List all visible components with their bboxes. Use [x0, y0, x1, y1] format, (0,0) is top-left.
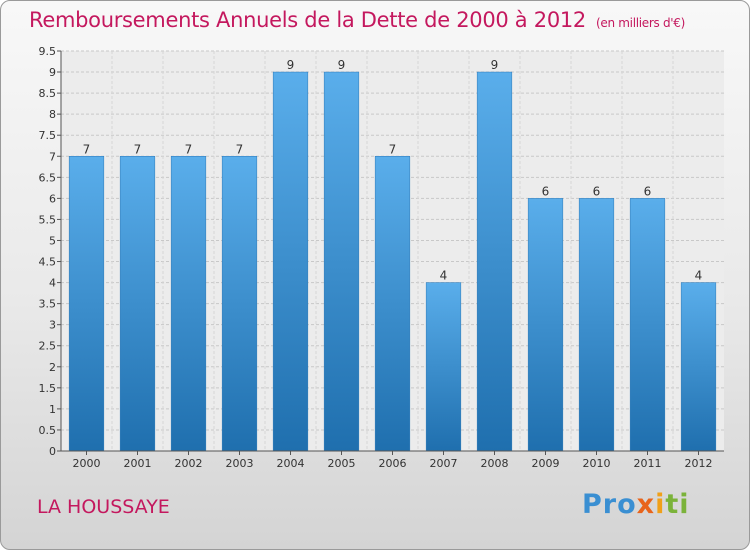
logo-part-4: ti: [665, 489, 690, 520]
bar: [68, 156, 105, 452]
x-tick-label: 2007: [430, 457, 458, 470]
y-tick-label: 8: [49, 108, 56, 121]
x-tick-label: 2005: [328, 457, 356, 470]
bar: [323, 71, 360, 452]
bar: [425, 282, 462, 452]
y-tick-label: 7: [49, 150, 56, 163]
bar: [272, 71, 309, 452]
x-tick-label: 2003: [226, 457, 254, 470]
bar: [374, 156, 411, 452]
y-tick-label: 0.5: [39, 424, 57, 437]
title-text: Remboursements Annuels de la Dette de 20…: [29, 8, 586, 32]
y-tick-label: 5.5: [39, 213, 57, 226]
data-label: 4: [695, 269, 703, 283]
bar: [680, 282, 717, 452]
bar: [170, 156, 207, 452]
data-label: 9: [338, 58, 346, 72]
y-tick-label: 0: [49, 445, 56, 458]
data-label: 7: [236, 142, 244, 156]
x-tick-label: 2009: [532, 457, 560, 470]
bar: [221, 156, 258, 452]
logo-part-2: x: [636, 489, 656, 520]
bar: [527, 198, 564, 452]
y-tick-label: 6.5: [39, 171, 57, 184]
town-name: LA HOUSSAYE: [37, 496, 170, 518]
data-label: 7: [134, 142, 142, 156]
y-tick-label: 3.5: [39, 298, 57, 311]
x-tick-label: 2012: [685, 457, 713, 470]
x-tick-label: 2000: [73, 457, 101, 470]
y-tick-label: 3: [49, 319, 56, 332]
y-tick-label: 5: [49, 234, 56, 247]
y-tick-label: 6: [49, 192, 56, 205]
axis-layer: 0 0.5 1 1.5 2 2.5 3 3.5 4 4.5 5 5.5 6 6.5 7 7.5 8 8.5 9 9.5…: [39, 45, 724, 470]
y-tick-label: 4.5: [39, 256, 57, 269]
data-label: 7: [185, 142, 193, 156]
logo-part-1: Pro: [582, 489, 637, 520]
data-label: 7: [389, 142, 397, 156]
bar: [119, 156, 156, 452]
x-tick-label: 2001: [124, 457, 152, 470]
y-tick-label: 2: [49, 361, 56, 374]
bars-layer: 7 7 7 7 9 9 7 4 9 6 6 6 4: [68, 58, 717, 452]
x-tick-label: 2008: [481, 457, 509, 470]
x-tick-label: 2002: [175, 457, 203, 470]
logo-part-3: i: [655, 489, 666, 520]
bar: [476, 71, 513, 452]
x-tick-label: 2011: [634, 457, 662, 470]
y-tick-label: 7.5: [39, 129, 57, 142]
data-label: 7: [83, 142, 91, 156]
y-tick-label: 1: [49, 403, 56, 416]
y-tick-label: 9: [49, 66, 56, 79]
y-tick-label: 1.5: [39, 382, 57, 395]
data-label: 9: [491, 58, 499, 72]
x-tick-label: 2010: [583, 457, 611, 470]
data-label: 6: [593, 184, 601, 198]
bar: [629, 198, 666, 452]
x-tick-label: 2006: [379, 457, 407, 470]
bar: [578, 198, 615, 452]
data-label: 9: [287, 58, 295, 72]
y-tick-label: 8.5: [39, 87, 57, 100]
unit-label: (en milliers d'€): [596, 16, 686, 30]
y-tick-label: 9.5: [39, 45, 57, 58]
data-label: 4: [440, 269, 448, 283]
proxiti-logo: Proxiti: [582, 489, 690, 520]
data-label: 6: [542, 184, 550, 198]
y-tick-label: 4: [49, 277, 56, 290]
data-label: 6: [644, 184, 652, 198]
y-tick-label: 2.5: [39, 340, 57, 353]
x-tick-label: 2004: [277, 457, 305, 470]
chart-title: Remboursements Annuels de la Dette de 20…: [29, 8, 685, 32]
